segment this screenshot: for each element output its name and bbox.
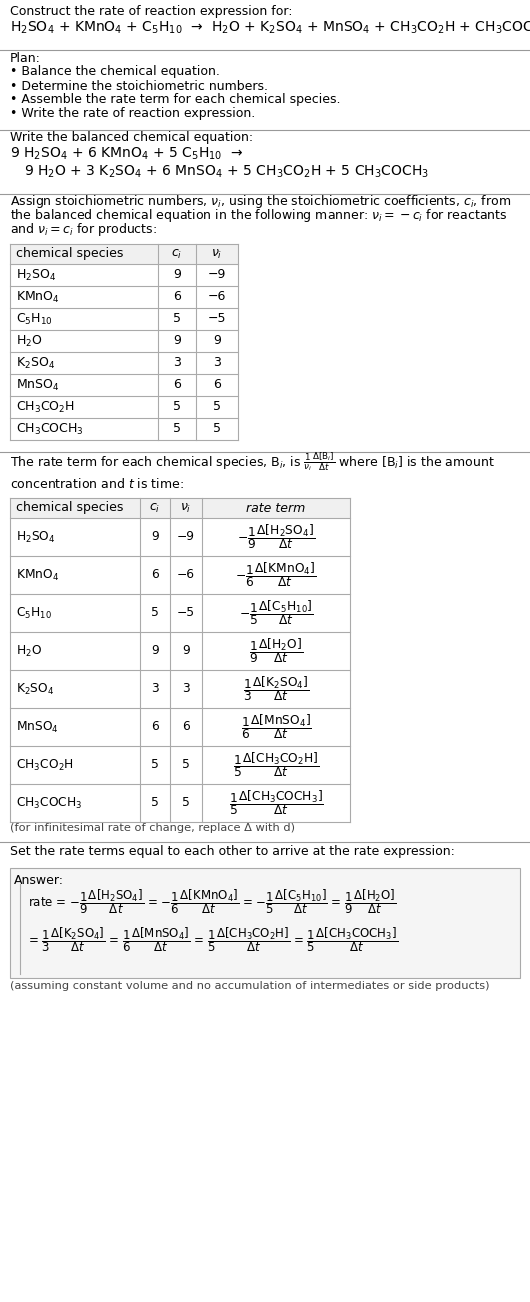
Bar [10, 497, 350, 518]
Text: The rate term for each chemical species, B$_i$, is $\frac{1}{\nu_i}\frac{\Delta[: The rate term for each chemical species,… [10, 450, 495, 474]
Text: 6: 6 [173, 379, 181, 392]
Text: −6: −6 [177, 569, 195, 582]
Text: KMnO$_4$: KMnO$_4$ [16, 289, 60, 305]
Text: 5: 5 [173, 423, 181, 435]
Text: 6: 6 [213, 379, 221, 392]
Text: H$_2$O: H$_2$O [16, 643, 42, 659]
Text: 6: 6 [173, 290, 181, 303]
Text: $\dfrac{1}{9}\dfrac{\Delta[\mathrm{H_2O}]}{\Delta t}$: $\dfrac{1}{9}\dfrac{\Delta[\mathrm{H_2O}… [249, 637, 303, 665]
Text: chemical species: chemical species [16, 247, 123, 260]
Text: KMnO$_4$: KMnO$_4$ [16, 568, 59, 582]
Text: K$_2$SO$_4$: K$_2$SO$_4$ [16, 681, 55, 697]
Text: • Assemble the rate term for each chemical species.: • Assemble the rate term for each chemic… [10, 94, 340, 107]
Text: 9 H$_2$O + 3 K$_2$SO$_4$ + 6 MnSO$_4$ + 5 CH$_3$CO$_2$H + 5 CH$_3$COCH$_3$: 9 H$_2$O + 3 K$_2$SO$_4$ + 6 MnSO$_4$ + … [24, 164, 429, 180]
Text: Construct the rate of reaction expression for:: Construct the rate of reaction expressio… [10, 5, 293, 18]
Text: 5: 5 [182, 797, 190, 810]
Text: 3: 3 [182, 682, 190, 695]
Text: H$_2$SO$_4$ + KMnO$_4$ + C$_5$H$_{10}$  →  H$_2$O + K$_2$SO$_4$ + MnSO$_4$ + CH$: H$_2$SO$_4$ + KMnO$_4$ + C$_5$H$_{10}$ →… [10, 20, 530, 36]
Text: $c_i$: $c_i$ [171, 247, 183, 260]
Text: (for infinitesimal rate of change, replace Δ with d): (for infinitesimal rate of change, repla… [10, 823, 295, 833]
Text: the balanced chemical equation in the following manner: $\nu_i = -c_i$ for react: the balanced chemical equation in the fo… [10, 207, 508, 224]
Text: 9: 9 [182, 644, 190, 658]
Text: $\nu_i$: $\nu_i$ [180, 501, 192, 514]
Bar [10, 868, 520, 978]
Text: Set the rate terms equal to each other to arrive at the rate expression:: Set the rate terms equal to each other t… [10, 845, 455, 858]
Text: −5: −5 [177, 607, 195, 620]
Text: CH$_3$CO$_2$H: CH$_3$CO$_2$H [16, 758, 74, 772]
Text: 3: 3 [173, 357, 181, 370]
Text: 5: 5 [173, 312, 181, 326]
Text: −9: −9 [177, 530, 195, 543]
Text: $\dfrac{1}{5}\dfrac{\Delta[\mathrm{CH_3CO_2H}]}{\Delta t}$: $\dfrac{1}{5}\dfrac{\Delta[\mathrm{CH_3C… [233, 750, 319, 780]
Text: 5: 5 [151, 759, 159, 772]
Text: 9: 9 [151, 530, 159, 543]
Text: chemical species: chemical species [16, 501, 123, 514]
Text: 9: 9 [213, 335, 221, 348]
Text: $-\dfrac{1}{5}\dfrac{\Delta[\mathrm{C_5H_{10}}]}{\Delta t}$: $-\dfrac{1}{5}\dfrac{\Delta[\mathrm{C_5H… [238, 599, 313, 628]
Text: Write the balanced chemical equation:: Write the balanced chemical equation: [10, 132, 253, 145]
Text: −9: −9 [208, 268, 226, 281]
Text: rate term: rate term [246, 501, 306, 514]
Text: CH$_3$COCH$_3$: CH$_3$COCH$_3$ [16, 422, 84, 436]
Text: MnSO$_4$: MnSO$_4$ [16, 378, 59, 392]
Text: −6: −6 [208, 290, 226, 303]
Text: −5: −5 [208, 312, 226, 326]
Text: 5: 5 [182, 759, 190, 772]
Text: 5: 5 [151, 607, 159, 620]
Text: C$_5$H$_{10}$: C$_5$H$_{10}$ [16, 311, 53, 327]
Text: 3: 3 [151, 682, 159, 695]
Text: H$_2$SO$_4$: H$_2$SO$_4$ [16, 267, 56, 283]
Text: = $\dfrac{1}{3}\dfrac{\Delta[\mathrm{K_2SO_4}]}{\Delta t}$ = $\dfrac{1}{6}\dfrac: = $\dfrac{1}{3}\dfrac{\Delta[\mathrm{K_2… [28, 926, 398, 954]
Text: • Determine the stoichiometric numbers.: • Determine the stoichiometric numbers. [10, 79, 268, 92]
Text: 5: 5 [213, 423, 221, 435]
Text: Assign stoichiometric numbers, $\nu_i$, using the stoichiometric coefficients, $: Assign stoichiometric numbers, $\nu_i$, … [10, 194, 511, 211]
Text: Plan:: Plan: [10, 52, 41, 65]
Text: 9: 9 [173, 335, 181, 348]
Text: $-\dfrac{1}{6}\dfrac{\Delta[\mathrm{KMnO_4}]}{\Delta t}$: $-\dfrac{1}{6}\dfrac{\Delta[\mathrm{KMnO… [235, 561, 317, 590]
Text: C$_5$H$_{10}$: C$_5$H$_{10}$ [16, 605, 52, 621]
Text: $\dfrac{1}{3}\dfrac{\Delta[\mathrm{K_2SO_4}]}{\Delta t}$: $\dfrac{1}{3}\dfrac{\Delta[\mathrm{K_2SO… [243, 674, 310, 703]
Text: H$_2$O: H$_2$O [16, 333, 42, 349]
Text: CH$_3$COCH$_3$: CH$_3$COCH$_3$ [16, 796, 83, 811]
Text: $\dfrac{1}{5}\dfrac{\Delta[\mathrm{CH_3COCH_3}]}{\Delta t}$: $\dfrac{1}{5}\dfrac{\Delta[\mathrm{CH_3C… [228, 789, 323, 818]
Text: CH$_3$CO$_2$H: CH$_3$CO$_2$H [16, 400, 75, 414]
Text: • Write the rate of reaction expression.: • Write the rate of reaction expression. [10, 108, 255, 121]
Text: 9 H$_2$SO$_4$ + 6 KMnO$_4$ + 5 C$_5$H$_{10}$  →: 9 H$_2$SO$_4$ + 6 KMnO$_4$ + 5 C$_5$H$_{… [10, 146, 243, 163]
Text: $\dfrac{1}{6}\dfrac{\Delta[\mathrm{MnSO_4}]}{\Delta t}$: $\dfrac{1}{6}\dfrac{\Delta[\mathrm{MnSO_… [241, 712, 312, 741]
Text: H$_2$SO$_4$: H$_2$SO$_4$ [16, 530, 56, 544]
Text: 6: 6 [151, 569, 159, 582]
Text: $-\dfrac{1}{9}\dfrac{\Delta[\mathrm{H_2SO_4}]}{\Delta t}$: $-\dfrac{1}{9}\dfrac{\Delta[\mathrm{H_2S… [237, 522, 315, 552]
Text: 9: 9 [151, 644, 159, 658]
Text: MnSO$_4$: MnSO$_4$ [16, 720, 59, 734]
Text: 6: 6 [151, 720, 159, 733]
Text: concentration and $t$ is time:: concentration and $t$ is time: [10, 477, 184, 491]
Text: 5: 5 [151, 797, 159, 810]
Text: 5: 5 [173, 401, 181, 414]
Text: • Balance the chemical equation.: • Balance the chemical equation. [10, 65, 220, 78]
Text: and $\nu_i = c_i$ for products:: and $\nu_i = c_i$ for products: [10, 221, 157, 238]
Text: 3: 3 [213, 357, 221, 370]
Text: 5: 5 [213, 401, 221, 414]
Bar [10, 243, 238, 264]
Text: $c_i$: $c_i$ [149, 501, 161, 514]
Text: 6: 6 [182, 720, 190, 733]
Text: (assuming constant volume and no accumulation of intermediates or side products): (assuming constant volume and no accumul… [10, 980, 490, 991]
Text: rate = $-\dfrac{1}{9}\dfrac{\Delta[\mathrm{H_2SO_4}]}{\Delta t}$ = $-\dfrac{1}{6: rate = $-\dfrac{1}{9}\dfrac{\Delta[\math… [28, 888, 396, 917]
Text: Answer:: Answer: [14, 874, 64, 887]
Text: $\nu_i$: $\nu_i$ [211, 247, 223, 260]
Text: 9: 9 [173, 268, 181, 281]
Text: K$_2$SO$_4$: K$_2$SO$_4$ [16, 355, 55, 371]
